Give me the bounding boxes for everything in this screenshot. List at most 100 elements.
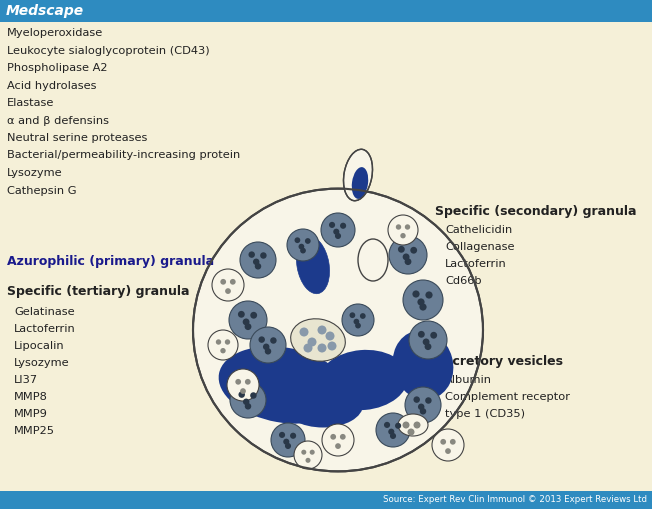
Circle shape: [243, 319, 250, 325]
Text: LI37: LI37: [14, 375, 38, 385]
Bar: [0, 491, 652, 509]
Circle shape: [395, 422, 401, 429]
Text: Cathelicidin: Cathelicidin: [445, 225, 512, 235]
Text: Complement receptor: Complement receptor: [445, 392, 570, 402]
Circle shape: [405, 258, 411, 265]
Text: Neutral serine proteases: Neutral serine proteases: [7, 133, 147, 143]
Circle shape: [271, 423, 305, 457]
Circle shape: [335, 233, 341, 239]
Circle shape: [420, 408, 426, 414]
Text: Specific (tertiary) granula: Specific (tertiary) granula: [7, 285, 190, 298]
Circle shape: [229, 301, 267, 339]
Circle shape: [408, 429, 415, 436]
Circle shape: [360, 313, 366, 319]
Circle shape: [258, 336, 265, 343]
Ellipse shape: [393, 330, 453, 400]
Ellipse shape: [398, 414, 428, 436]
Circle shape: [240, 242, 276, 278]
Circle shape: [340, 223, 346, 229]
Circle shape: [245, 379, 250, 385]
Circle shape: [255, 263, 261, 270]
Circle shape: [425, 291, 432, 299]
Circle shape: [250, 327, 286, 363]
Circle shape: [238, 311, 244, 318]
Circle shape: [260, 252, 267, 259]
Circle shape: [403, 280, 443, 320]
Circle shape: [445, 448, 451, 454]
Circle shape: [413, 291, 420, 298]
Circle shape: [239, 391, 245, 398]
Circle shape: [432, 429, 464, 461]
Circle shape: [450, 439, 456, 445]
Circle shape: [390, 433, 396, 439]
Circle shape: [318, 325, 327, 334]
Circle shape: [306, 458, 310, 463]
Circle shape: [402, 421, 409, 429]
Circle shape: [265, 348, 271, 355]
Circle shape: [263, 344, 269, 350]
Circle shape: [329, 222, 335, 228]
Ellipse shape: [291, 319, 346, 361]
Circle shape: [325, 331, 334, 341]
Circle shape: [400, 233, 406, 238]
Circle shape: [388, 429, 394, 435]
Text: Lysozyme: Lysozyme: [7, 168, 63, 178]
Circle shape: [253, 259, 259, 265]
Circle shape: [250, 312, 257, 319]
Text: Cd66b: Cd66b: [445, 276, 482, 286]
Circle shape: [376, 413, 410, 447]
Text: α and β defensins: α and β defensins: [7, 116, 109, 126]
Text: type 1 (CD35): type 1 (CD35): [445, 409, 525, 419]
Circle shape: [250, 392, 257, 399]
Circle shape: [327, 342, 336, 351]
Circle shape: [318, 344, 327, 353]
Circle shape: [418, 404, 424, 410]
Circle shape: [335, 443, 341, 449]
Text: MMP25: MMP25: [14, 426, 55, 436]
Ellipse shape: [193, 189, 483, 471]
Text: MMP9: MMP9: [14, 409, 48, 419]
Circle shape: [331, 434, 336, 440]
Circle shape: [322, 424, 354, 456]
Circle shape: [355, 323, 361, 328]
Circle shape: [422, 338, 430, 345]
Circle shape: [308, 337, 316, 347]
Text: MMP8: MMP8: [14, 392, 48, 402]
Text: Specific (secondary) granula: Specific (secondary) granula: [435, 205, 636, 218]
Circle shape: [300, 248, 306, 253]
Circle shape: [418, 331, 424, 337]
Circle shape: [405, 387, 441, 423]
Circle shape: [409, 321, 447, 359]
Circle shape: [405, 224, 410, 230]
Circle shape: [321, 213, 355, 247]
Circle shape: [248, 251, 255, 258]
Circle shape: [243, 399, 250, 405]
Circle shape: [301, 449, 306, 455]
Circle shape: [303, 344, 312, 353]
Circle shape: [279, 432, 285, 438]
Text: Elastase: Elastase: [7, 98, 54, 108]
Circle shape: [208, 330, 238, 360]
Circle shape: [342, 304, 374, 336]
Circle shape: [212, 269, 244, 301]
Circle shape: [430, 332, 437, 338]
Ellipse shape: [358, 239, 388, 281]
Circle shape: [244, 403, 251, 410]
Text: Source: Expert Rev Clin Immunol © 2013 Expert Reviews Ltd: Source: Expert Rev Clin Immunol © 2013 E…: [383, 495, 647, 504]
Circle shape: [413, 421, 421, 429]
Text: Leukocyte sialoglycoprotein (CD43): Leukocyte sialoglycoprotein (CD43): [7, 45, 210, 55]
Text: Acid hydrolases: Acid hydrolases: [7, 80, 96, 91]
Circle shape: [388, 215, 418, 245]
Circle shape: [299, 244, 304, 249]
Circle shape: [425, 397, 432, 404]
Circle shape: [340, 434, 346, 440]
Circle shape: [283, 439, 289, 445]
Text: Cathepsin G: Cathepsin G: [7, 185, 76, 195]
Circle shape: [227, 369, 259, 401]
Circle shape: [287, 229, 319, 261]
Circle shape: [410, 247, 417, 253]
Circle shape: [403, 253, 409, 260]
Circle shape: [235, 379, 241, 385]
Text: Albumin: Albumin: [445, 375, 492, 385]
Text: Bacterial/permeability-increasing protein: Bacterial/permeability-increasing protei…: [7, 151, 240, 160]
